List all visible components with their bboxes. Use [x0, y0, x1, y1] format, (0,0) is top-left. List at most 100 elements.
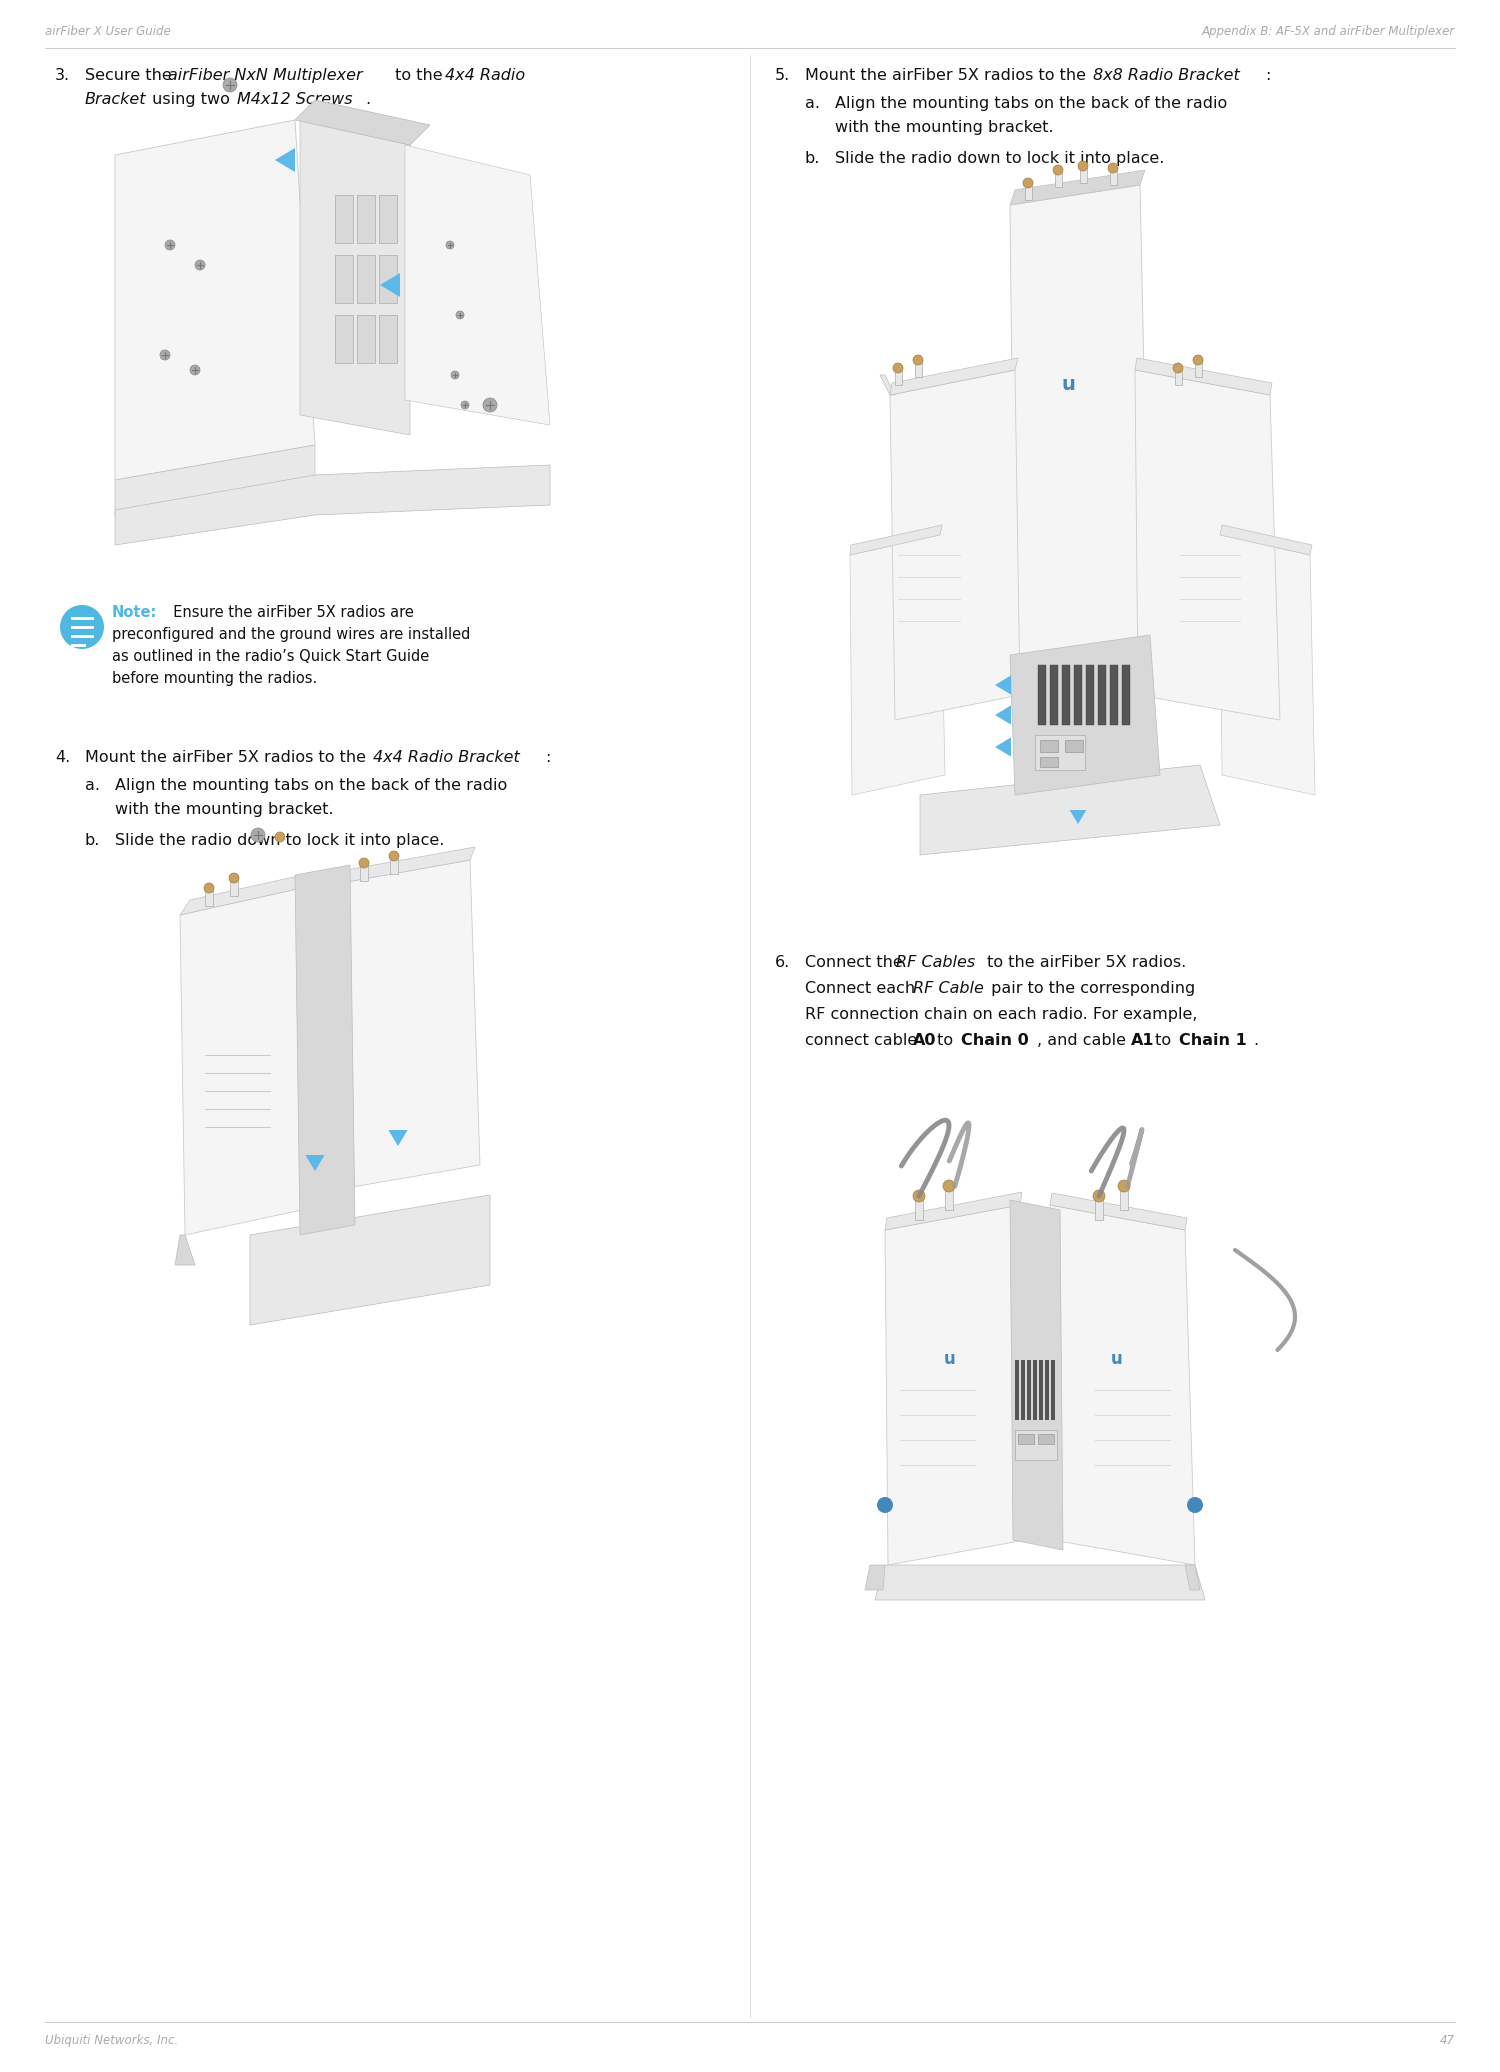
- Bar: [360, 864, 368, 881]
- Polygon shape: [1010, 170, 1144, 205]
- Bar: [1019, 1434, 1034, 1444]
- Text: Chain 0: Chain 0: [962, 1034, 1029, 1048]
- Polygon shape: [850, 535, 945, 796]
- Circle shape: [1023, 178, 1034, 189]
- Polygon shape: [920, 765, 1220, 856]
- Bar: [357, 315, 375, 363]
- Text: 6.: 6.: [776, 955, 790, 970]
- Bar: [1095, 1198, 1102, 1220]
- Circle shape: [446, 240, 454, 249]
- Circle shape: [483, 398, 496, 412]
- Circle shape: [190, 365, 200, 375]
- Bar: [1040, 740, 1058, 752]
- Circle shape: [914, 354, 922, 365]
- Polygon shape: [330, 847, 476, 885]
- Text: to: to: [932, 1034, 958, 1048]
- Polygon shape: [300, 120, 410, 435]
- Polygon shape: [994, 738, 1011, 756]
- Bar: [1016, 1430, 1058, 1461]
- Text: using two: using two: [147, 91, 236, 108]
- Text: Slide the radio down to lock it into place.: Slide the radio down to lock it into pla…: [836, 151, 1164, 166]
- Polygon shape: [1010, 634, 1160, 796]
- Bar: [230, 881, 238, 895]
- Circle shape: [1118, 1179, 1130, 1191]
- Text: .: .: [364, 91, 370, 108]
- Polygon shape: [296, 864, 356, 1235]
- Text: airFiber X User Guide: airFiber X User Guide: [45, 25, 171, 37]
- Text: RF Cables: RF Cables: [896, 955, 975, 970]
- Text: 4x4 Radio: 4x4 Radio: [446, 68, 525, 83]
- Circle shape: [1173, 363, 1184, 373]
- Bar: [915, 363, 922, 377]
- Circle shape: [1108, 164, 1118, 172]
- Bar: [915, 1198, 922, 1220]
- Text: Ubiquiti Networks, Inc.: Ubiquiti Networks, Inc.: [45, 2035, 178, 2047]
- Text: u: u: [1060, 375, 1076, 394]
- Text: Align the mounting tabs on the back of the radio: Align the mounting tabs on the back of t…: [836, 95, 1227, 112]
- Bar: [357, 255, 375, 303]
- Bar: [1120, 1187, 1128, 1210]
- Polygon shape: [116, 445, 315, 516]
- Text: with the mounting bracket.: with the mounting bracket.: [836, 120, 1053, 135]
- Polygon shape: [1070, 810, 1086, 825]
- Text: with the mounting bracket.: with the mounting bracket.: [116, 802, 333, 816]
- Polygon shape: [306, 1154, 324, 1171]
- Polygon shape: [251, 1196, 490, 1324]
- Polygon shape: [330, 1189, 345, 1214]
- Bar: [1038, 665, 1046, 725]
- Polygon shape: [176, 1235, 195, 1266]
- Bar: [390, 858, 398, 874]
- Bar: [1038, 1434, 1054, 1444]
- Text: M4x12 Screws: M4x12 Screws: [237, 91, 352, 108]
- Circle shape: [1094, 1189, 1106, 1202]
- Polygon shape: [116, 464, 550, 545]
- Bar: [1086, 665, 1094, 725]
- Polygon shape: [865, 1564, 885, 1589]
- Text: :: :: [544, 750, 550, 765]
- Circle shape: [1053, 166, 1064, 174]
- Bar: [1174, 371, 1182, 385]
- Polygon shape: [1136, 371, 1280, 719]
- Circle shape: [892, 363, 903, 373]
- Text: 4.: 4.: [56, 750, 70, 765]
- Text: airFiber NxN Multiplexer: airFiber NxN Multiplexer: [168, 68, 363, 83]
- Text: 4x4 Radio Bracket: 4x4 Radio Bracket: [374, 750, 519, 765]
- Polygon shape: [388, 1129, 408, 1146]
- Polygon shape: [116, 120, 315, 481]
- Polygon shape: [180, 885, 326, 1235]
- Bar: [357, 195, 375, 242]
- Text: as outlined in the radio’s Quick Start Guide: as outlined in the radio’s Quick Start G…: [112, 649, 429, 663]
- Text: Ensure the airFiber 5X radios are: Ensure the airFiber 5X radios are: [164, 605, 414, 620]
- Bar: [1034, 1359, 1036, 1419]
- Text: to the: to the: [390, 68, 447, 83]
- Circle shape: [388, 852, 399, 862]
- Text: A0: A0: [914, 1034, 936, 1048]
- Text: 8x8 Radio Bracket: 8x8 Radio Bracket: [1094, 68, 1239, 83]
- Bar: [1052, 1359, 1054, 1419]
- Bar: [1022, 1359, 1025, 1419]
- Circle shape: [165, 240, 176, 251]
- Text: Note:: Note:: [112, 605, 158, 620]
- Text: preconfigured and the ground wires are installed: preconfigured and the ground wires are i…: [112, 628, 471, 642]
- Circle shape: [878, 1496, 892, 1513]
- Text: a.: a.: [806, 95, 820, 112]
- Bar: [1016, 1359, 1019, 1419]
- Bar: [1050, 665, 1058, 725]
- Bar: [334, 255, 352, 303]
- Polygon shape: [890, 358, 1019, 396]
- Text: Mount the airFiber 5X radios to the: Mount the airFiber 5X radios to the: [806, 68, 1090, 83]
- Polygon shape: [890, 371, 1020, 719]
- Bar: [1040, 756, 1058, 767]
- Bar: [945, 1187, 952, 1210]
- Text: Mount the airFiber 5X radios to the: Mount the airFiber 5X radios to the: [86, 750, 370, 765]
- Bar: [380, 255, 398, 303]
- Circle shape: [224, 79, 237, 91]
- Text: u: u: [944, 1351, 956, 1368]
- Polygon shape: [850, 524, 942, 555]
- Text: Bracket: Bracket: [86, 91, 147, 108]
- Polygon shape: [296, 99, 430, 145]
- Polygon shape: [120, 124, 300, 506]
- Polygon shape: [180, 870, 326, 916]
- Bar: [380, 315, 398, 363]
- Bar: [334, 315, 352, 363]
